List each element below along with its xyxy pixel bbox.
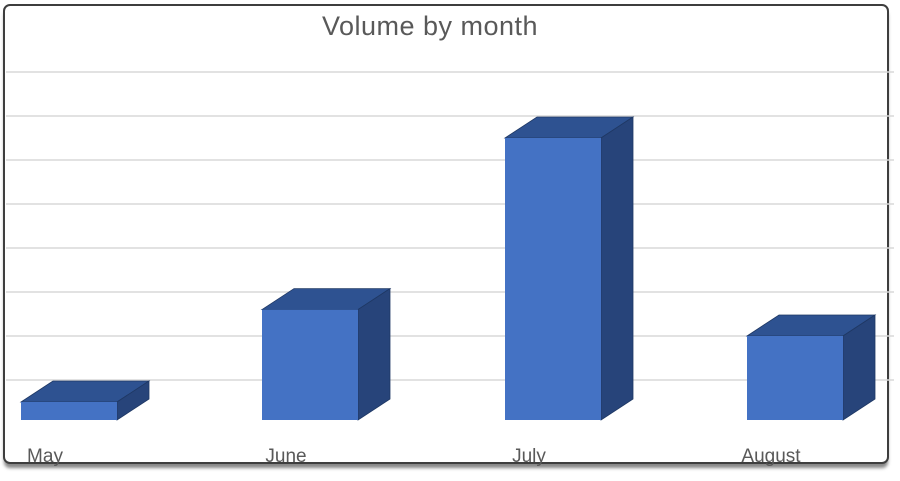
bar-july <box>503 116 635 421</box>
bar-august <box>745 314 877 421</box>
chart-title: Volume by month <box>321 11 539 41</box>
chart-window <box>3 4 889 464</box>
bar-side-face <box>600 116 634 421</box>
bar-front-face <box>747 336 843 420</box>
x-axis-label-august: August <box>741 446 801 467</box>
bar-may <box>19 380 151 421</box>
x-axis-label-may: May <box>27 446 63 467</box>
bar-side-face <box>357 287 391 421</box>
bar-front-face <box>505 138 601 420</box>
bar-front-face <box>21 402 117 420</box>
x-axis-label-june: June <box>265 446 306 467</box>
bar-front-face <box>262 309 358 420</box>
x-axis-label-july: July <box>512 446 546 467</box>
bar-june <box>260 287 392 421</box>
